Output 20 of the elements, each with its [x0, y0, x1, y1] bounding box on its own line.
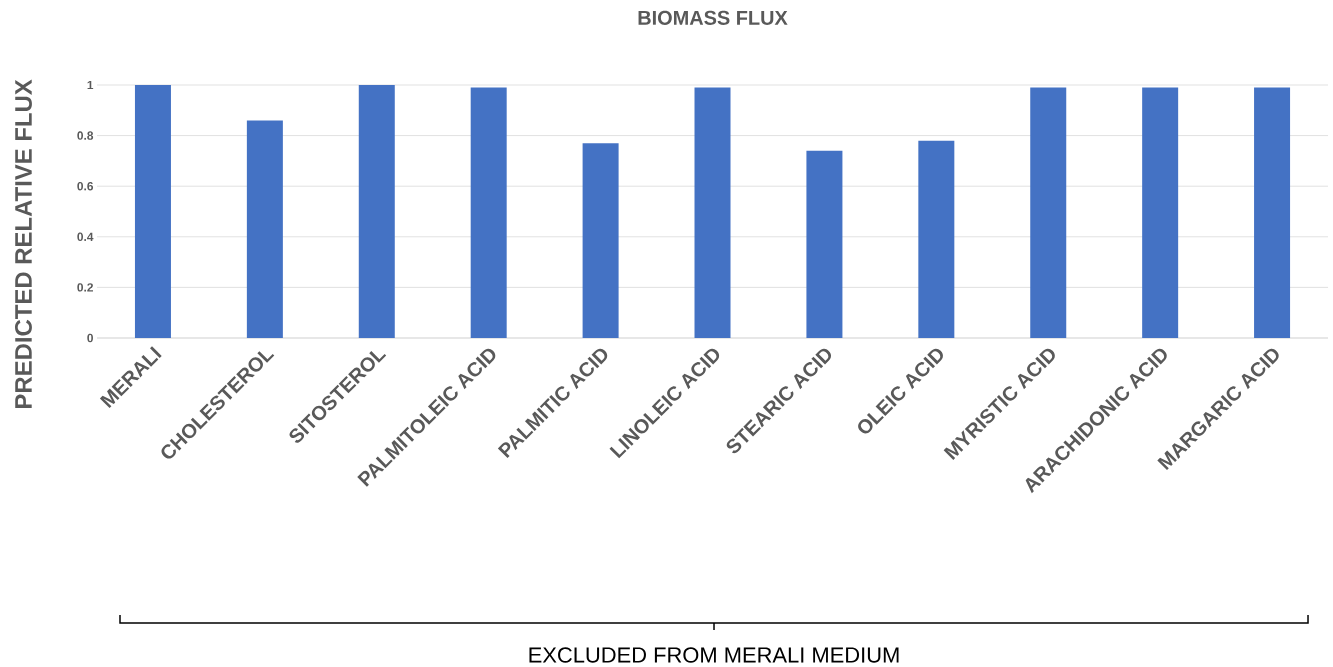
bar — [1142, 87, 1179, 338]
text: EXCLUDED FROM MERALI MEDIUM — [529, 647, 899, 663]
y-tick-label: 0.6 — [77, 181, 94, 191]
y-tick-label: 0.8 — [77, 131, 94, 140]
bar — [470, 87, 507, 338]
bar — [582, 143, 619, 338]
bar — [1030, 87, 1067, 338]
bar — [694, 87, 731, 338]
y-tick-label: 0.4 — [77, 232, 94, 242]
bar — [918, 140, 955, 338]
bar — [134, 84, 171, 338]
bar — [358, 84, 395, 338]
bar — [246, 120, 283, 338]
y-tick-label: 1 — [87, 80, 94, 90]
bar — [806, 150, 843, 338]
y-tick-label: 0 — [87, 333, 93, 343]
bar — [1254, 87, 1291, 338]
chart-title: BIOMASS FLUX — [638, 10, 788, 25]
y-tick-label: 0.2 — [77, 283, 93, 292]
y-axis-title: PREDICTED RELATIVE FLUX — [15, 79, 32, 408]
